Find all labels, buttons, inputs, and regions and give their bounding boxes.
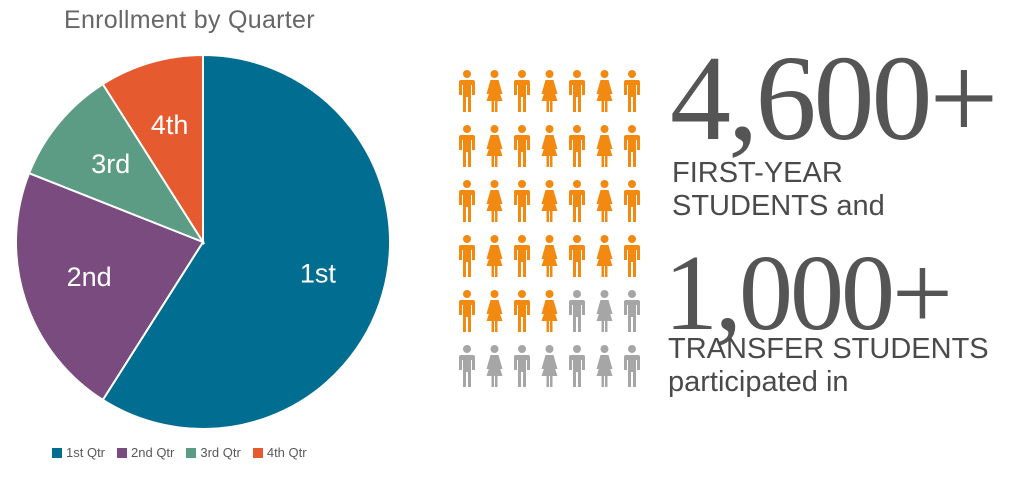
legend-swatch	[117, 447, 128, 458]
legend: 1st Qtr 2nd Qtr 3rd Qtr 4th Qtr	[52, 445, 307, 460]
male-icon	[569, 180, 585, 222]
pie-slice-4	[101, 53, 204, 246]
pie-slice-2	[15, 171, 205, 402]
female-icon	[541, 345, 558, 387]
male-icon	[624, 180, 640, 222]
male-icon	[569, 345, 585, 387]
first-year-caption-line2: STUDENTS and	[672, 190, 885, 222]
legend-item: 2nd Qtr	[117, 445, 174, 460]
first-year-caption: FIRST-YEAR STUDENTS and	[672, 157, 885, 223]
transfer-caption: TRANSFER STUDENTS participated in	[668, 333, 989, 399]
transfer-caption-line1: TRANSFER STUDENTS	[668, 333, 989, 365]
male-icon	[569, 290, 585, 332]
slice-label-3: 3rd	[91, 149, 130, 179]
male-icon	[624, 125, 640, 167]
male-icon	[569, 235, 585, 277]
male-icon	[624, 70, 640, 112]
female-icon	[486, 345, 503, 387]
female-icon	[596, 125, 613, 167]
legend-label: 4th Qtr	[266, 445, 307, 460]
male-icon	[459, 125, 475, 167]
female-icon	[596, 345, 613, 387]
male-icon	[514, 235, 530, 277]
legend-label: 1st Qtr	[66, 445, 106, 460]
male-icon	[459, 235, 475, 277]
male-icon	[514, 345, 530, 387]
female-icon	[596, 180, 613, 222]
pie-chart: 1st 2nd 3rd 4th	[15, 53, 391, 430]
male-icon	[459, 70, 475, 112]
male-icon	[514, 125, 530, 167]
female-icon	[541, 180, 558, 222]
legend-swatch	[52, 447, 62, 458]
male-icon	[514, 290, 530, 332]
female-icon	[596, 290, 613, 332]
female-icon	[486, 125, 503, 167]
female-icon	[541, 290, 558, 332]
female-icon	[486, 290, 503, 332]
slice-label-2: 2nd	[67, 262, 112, 292]
male-icon	[459, 345, 475, 387]
first-year-number: 4,600+	[670, 31, 998, 166]
male-icon	[569, 125, 585, 167]
chart-title: Enrollment by Quarter	[64, 6, 315, 34]
legend-label: 2nd Qtr	[131, 445, 175, 460]
slice-label-1: 1st	[300, 259, 337, 289]
pie-slice-1	[101, 53, 391, 430]
female-icon	[541, 70, 558, 112]
male-icon	[514, 180, 530, 222]
legend-swatch	[186, 447, 197, 458]
female-icon	[596, 235, 613, 277]
female-icon	[541, 125, 558, 167]
legend-item: 4th Qtr	[252, 445, 307, 460]
legend-label: 3rd Qtr	[200, 445, 241, 460]
female-icon	[596, 70, 613, 112]
male-icon	[459, 290, 475, 332]
transfer-caption-line2: participated in	[668, 366, 849, 398]
legend-item: 1st Qtr	[52, 445, 105, 460]
male-icon	[569, 70, 585, 112]
legend-item: 3rd Qtr	[186, 445, 241, 460]
female-icon	[541, 235, 558, 277]
male-icon	[624, 345, 640, 387]
male-icon	[624, 290, 640, 332]
male-icon	[514, 70, 530, 112]
transfer-number: 1,000+	[664, 234, 953, 353]
female-icon	[486, 235, 503, 277]
female-icon	[486, 70, 503, 112]
slice-label-4: 4th	[151, 110, 189, 140]
legend-swatch	[252, 447, 263, 458]
first-year-caption-line1: FIRST-YEAR	[672, 157, 843, 189]
male-icon	[624, 235, 640, 277]
male-icon	[459, 180, 475, 222]
pie-slice-3	[27, 82, 206, 245]
female-icon	[486, 180, 503, 222]
people-grid	[459, 70, 640, 387]
